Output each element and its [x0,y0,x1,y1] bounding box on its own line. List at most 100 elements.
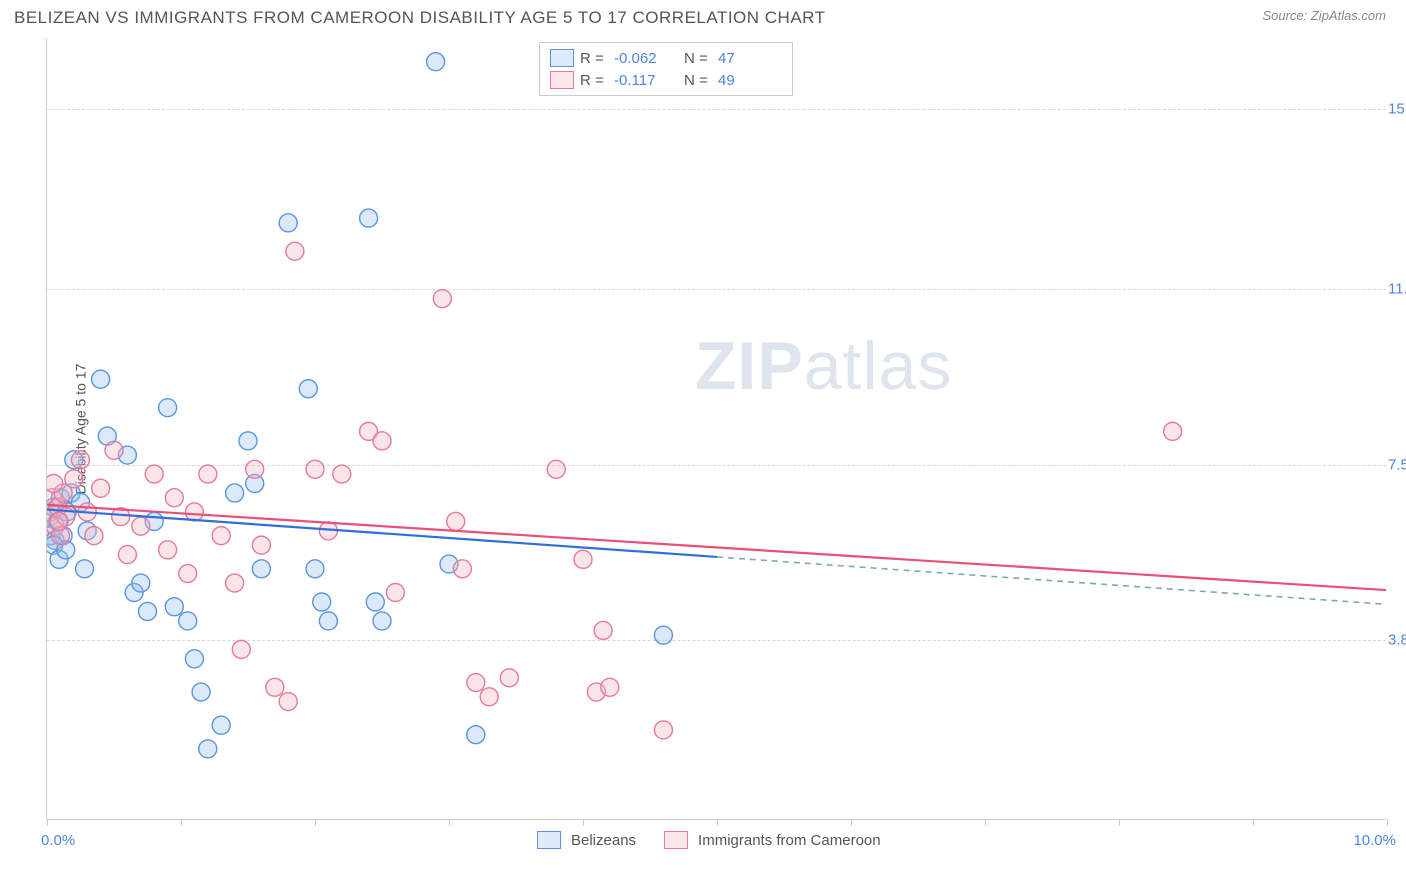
data-point [433,290,451,308]
data-point [85,527,103,545]
legend-r-value: -0.117 [614,72,678,89]
legend-swatch [537,831,561,849]
data-point [185,503,203,521]
legend-n-label: N = [684,72,712,89]
data-point [246,460,264,478]
legend-row: R = -0.117 N = 49 [550,69,782,91]
data-point [47,475,63,493]
data-point [212,716,230,734]
correlation-legend: R =-0.062N =47R =-0.117N =49 [539,42,793,96]
data-point [654,626,672,644]
data-point [319,612,337,630]
data-point [467,726,485,744]
x-tick [583,819,584,826]
data-point [480,688,498,706]
data-point [145,465,163,483]
data-point [226,484,244,502]
trend-line [47,505,1386,590]
x-tick [315,819,316,826]
data-point [179,565,197,583]
data-point [266,678,284,696]
data-point [232,640,250,658]
data-point [453,560,471,578]
x-tick [717,819,718,826]
y-tick-label: 7.5% [1388,456,1406,473]
data-point [279,693,297,711]
data-point [199,740,217,758]
data-point [159,399,177,417]
legend-n-value: 49 [718,72,782,89]
data-point [373,612,391,630]
data-point [306,460,324,478]
legend-swatch [550,49,574,67]
legend-r-label: R = [580,50,608,67]
legend-swatch [664,831,688,849]
legend-n-label: N = [684,50,712,67]
data-point [92,479,110,497]
data-point [594,621,612,639]
legend-swatch [550,71,574,89]
data-point [447,512,465,530]
data-point [199,465,217,483]
data-point [192,683,210,701]
data-point [574,550,592,568]
data-point [159,541,177,559]
legend-n-value: 47 [718,50,782,67]
data-point [50,512,68,530]
x-tick [1387,819,1388,826]
data-point [467,674,485,692]
data-point [373,432,391,450]
x-tick [1253,819,1254,826]
data-point [252,536,270,554]
legend-series-label: Immigrants from Cameroon [698,832,881,849]
data-point [547,460,565,478]
data-point [239,432,257,450]
data-point [279,214,297,232]
data-point [92,370,110,388]
data-point [1164,422,1182,440]
data-point [654,721,672,739]
chart-plot-area: Disability Age 5 to 17 3.8%7.5%11.2%15.0… [46,38,1386,820]
data-point [366,593,384,611]
data-point [76,560,94,578]
y-tick-label: 15.0% [1388,101,1406,118]
data-point [118,546,136,564]
data-point [360,209,378,227]
data-point [185,650,203,668]
data-point [286,242,304,260]
data-point [139,602,157,620]
data-point [601,678,619,696]
data-point [333,465,351,483]
data-point [386,584,404,602]
x-axis-max-label: 10.0% [1353,832,1396,849]
data-point [132,574,150,592]
legend-r-label: R = [580,72,608,89]
series-legend: Belizeans Immigrants from Cameroon [537,831,899,849]
data-point [72,451,90,469]
legend-row: R =-0.062N =47 [550,47,782,69]
x-axis-min-label: 0.0% [41,832,75,849]
y-tick-label: 11.2% [1388,281,1406,298]
data-point [500,669,518,687]
data-point [212,527,230,545]
data-point [226,574,244,592]
data-point [165,489,183,507]
x-tick [851,819,852,826]
data-point [306,560,324,578]
legend-series-label: Belizeans [571,832,636,849]
x-tick [985,819,986,826]
trend-line [47,510,717,557]
source-attribution: Source: ZipAtlas.com [1262,8,1386,23]
data-point [299,380,317,398]
trend-line-extension [717,557,1386,604]
data-point [252,560,270,578]
x-tick [181,819,182,826]
chart-title: BELIZEAN VS IMMIGRANTS FROM CAMEROON DIS… [14,8,826,28]
data-point [65,470,83,488]
data-point [165,598,183,616]
scatter-svg [47,38,1386,819]
data-point [132,517,150,535]
x-tick [1119,819,1120,826]
y-tick-label: 3.8% [1388,631,1406,648]
x-tick [47,819,48,826]
